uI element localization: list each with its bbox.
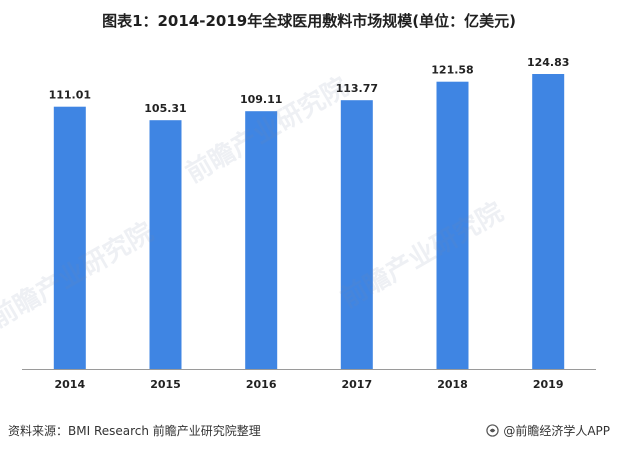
- bar-2017: [340, 100, 373, 369]
- bar-2014: [53, 106, 86, 369]
- bar-2018: [436, 81, 469, 369]
- data-label-2017: 113.77: [336, 82, 378, 95]
- bar-2016: [245, 111, 278, 369]
- x-tick-label-2017: 2017: [341, 378, 372, 391]
- data-label-2014: 111.01: [49, 89, 91, 102]
- data-label-2016: 109.11: [240, 93, 282, 106]
- footer: 资料来源：BMI Research 前瞻产业研究院整理 @前瞻经济学人APP: [0, 420, 618, 444]
- x-tick-label-2014: 2014: [54, 378, 85, 391]
- brand-credit: @前瞻经济学人APP: [486, 422, 610, 439]
- x-tick-label-2019: 2019: [533, 378, 564, 391]
- brand-logo-icon: [486, 424, 499, 437]
- data-label-2015: 105.31: [144, 102, 186, 115]
- brand-text: @前瞻经济学人APP: [503, 424, 610, 438]
- bar-2019: [532, 74, 565, 369]
- x-tick-label-2016: 2016: [246, 378, 277, 391]
- bar-2015: [149, 120, 182, 369]
- bar-chart: 111.01 2014 105.31 2015 109.11 2016 113.77 2017…: [22, 56, 596, 391]
- data-label-2019: 124.83: [527, 56, 569, 69]
- x-tick-label-2018: 2018: [437, 378, 468, 391]
- data-label-2018: 121.58: [431, 64, 473, 77]
- source-note: 资料来源：BMI Research 前瞻产业研究院整理: [8, 424, 261, 438]
- chart-title: 图表1：2014-2019年全球医用敷料市场规模(单位：亿美元): [102, 12, 516, 30]
- x-tick-label-2015: 2015: [150, 378, 181, 391]
